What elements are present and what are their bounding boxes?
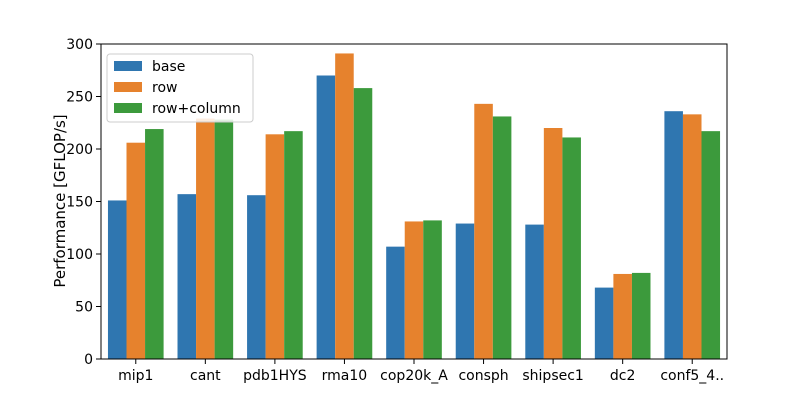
bar-row-rma10 bbox=[335, 53, 354, 359]
bar-row-cant bbox=[196, 118, 215, 359]
legend-swatch bbox=[114, 61, 142, 71]
bar-row-consph bbox=[474, 103, 493, 359]
x-tick-label: cop20k_A bbox=[380, 368, 448, 384]
bar-row-column-pdb1hys bbox=[284, 131, 303, 359]
bar-row-column-cop20k-a bbox=[423, 220, 442, 359]
x-tick-label: conf5_4.. bbox=[660, 368, 724, 384]
y-tick-label: 200 bbox=[66, 142, 93, 158]
bar-row-cop20k-a bbox=[404, 221, 424, 359]
bar-row-mip1 bbox=[126, 142, 146, 359]
y-axis-title: Performance [GFLOP/s] bbox=[51, 114, 69, 287]
bars-layer bbox=[107, 53, 721, 359]
legend-label: row bbox=[152, 80, 177, 96]
bar-base-rma10 bbox=[316, 75, 336, 359]
y-axis: 0 50 100 150 200 250 300 bbox=[66, 37, 101, 368]
bar-row-column-dc2 bbox=[631, 272, 651, 359]
bar-base-pdb1hys bbox=[247, 195, 266, 359]
bar-base-mip1 bbox=[107, 200, 127, 359]
bar-row-shipsec1 bbox=[543, 128, 563, 359]
legend-swatch bbox=[114, 103, 142, 113]
y-tick-label: 100 bbox=[66, 247, 93, 263]
y-tick-label: 50 bbox=[75, 300, 93, 316]
bar-base-consph bbox=[455, 223, 475, 359]
bar-row-column-consph bbox=[492, 116, 512, 359]
x-tick-label: pdb1HYS bbox=[243, 368, 307, 384]
x-tick-label: mip1 bbox=[118, 368, 153, 384]
x-tick-label: shipsec1 bbox=[522, 368, 583, 384]
bar-row-column-cant bbox=[214, 119, 234, 359]
bar-row-column-shipsec1 bbox=[562, 137, 581, 359]
legend: base row row+column bbox=[106, 53, 254, 123]
y-tick-label: 150 bbox=[66, 195, 93, 211]
y-tick-label: 250 bbox=[66, 90, 93, 106]
bar-row-dc2 bbox=[613, 273, 632, 359]
x-axis: mip1 cant pdb1HYS rma10 cop20k_A consph shipse… bbox=[118, 359, 724, 384]
bar-row-column-mip1 bbox=[145, 129, 164, 359]
bar-row-pdb1hys bbox=[265, 134, 285, 359]
bar-base-cop20k-a bbox=[386, 246, 405, 359]
x-tick-label: dc2 bbox=[610, 368, 636, 384]
bar-base-shipsec1 bbox=[525, 224, 544, 359]
bar-row-column-rma10 bbox=[353, 88, 373, 359]
bar-base-cant bbox=[177, 194, 197, 359]
legend-label: base bbox=[152, 59, 185, 75]
legend-box bbox=[106, 53, 254, 123]
legend-swatch bbox=[114, 82, 142, 92]
bar-row-column-conf5-4- bbox=[701, 131, 721, 359]
legend-label: row+column bbox=[152, 101, 241, 117]
y-tick-label: 300 bbox=[66, 37, 93, 53]
bar-base-conf5-4- bbox=[664, 111, 683, 359]
bar-row-conf5-4- bbox=[682, 114, 702, 359]
x-tick-label: consph bbox=[458, 368, 508, 384]
bar-base-dc2 bbox=[594, 287, 614, 359]
x-tick-label: rma10 bbox=[322, 368, 368, 384]
y-tick-label: 0 bbox=[84, 352, 93, 368]
x-tick-label: cant bbox=[190, 368, 221, 384]
